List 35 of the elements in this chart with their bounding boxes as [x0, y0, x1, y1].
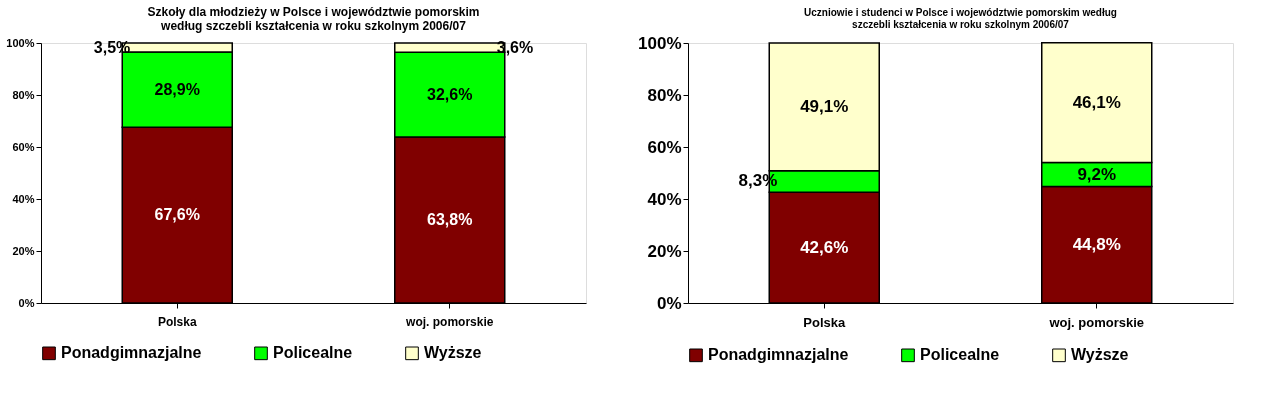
data-label: 44,8% [1072, 234, 1121, 254]
legend-label: Policealne [920, 346, 1000, 364]
text: Szkoły dla młodzieży w Polsce i województwie pomorskim [147, 5, 480, 19]
y-tick-label: 80% [647, 85, 682, 105]
y-tick-label: 60% [12, 140, 35, 153]
x-tick-label: woj. pomorskie [405, 314, 494, 329]
y-tick-label: 20% [647, 241, 682, 261]
data-label: 49,1% [800, 96, 849, 116]
text: Uczniowie i studenci w Polsce i województwie pomorskim według [804, 7, 1117, 18]
data-label: 63,8% [427, 211, 473, 229]
data-label: 9,2% [1077, 164, 1117, 184]
x-tick-label: Polska [803, 314, 846, 330]
y-tick-label: 100% [638, 33, 682, 53]
legend-label: Wyższe [424, 344, 482, 362]
y-tick-label: 80% [12, 88, 35, 101]
x-tick-label: woj. pomorskie [1048, 314, 1145, 330]
legend-label: Policealne [273, 344, 353, 362]
x-tick-label: Polska [157, 314, 197, 329]
y-tick-label: 20% [12, 244, 35, 257]
data-label: 46,1% [1072, 92, 1121, 112]
data-label: 67,6% [154, 206, 200, 224]
y-tick-label: 0% [18, 296, 35, 309]
data-label: 42,6% [800, 237, 849, 257]
y-tick-label: 0% [656, 293, 682, 313]
legend-label: Ponadgimnazjalne [708, 346, 849, 364]
data-label: 32,6% [427, 85, 473, 103]
y-tick-label: 60% [647, 137, 682, 157]
y-tick-label: 40% [647, 189, 682, 209]
y-tick-label: 100% [6, 36, 35, 49]
y-tick-label: 40% [12, 192, 35, 205]
legend-label: Wyższe [1071, 346, 1129, 364]
legend-label: Ponadgimnazjalne [61, 344, 202, 362]
text: według szczebli kształcenia w roku szkolnym 2006/07 [161, 19, 466, 33]
text: szczebli kształcenia w roku szkolnym 2006/07 [852, 19, 1069, 30]
data-label: 28,9% [154, 80, 200, 98]
